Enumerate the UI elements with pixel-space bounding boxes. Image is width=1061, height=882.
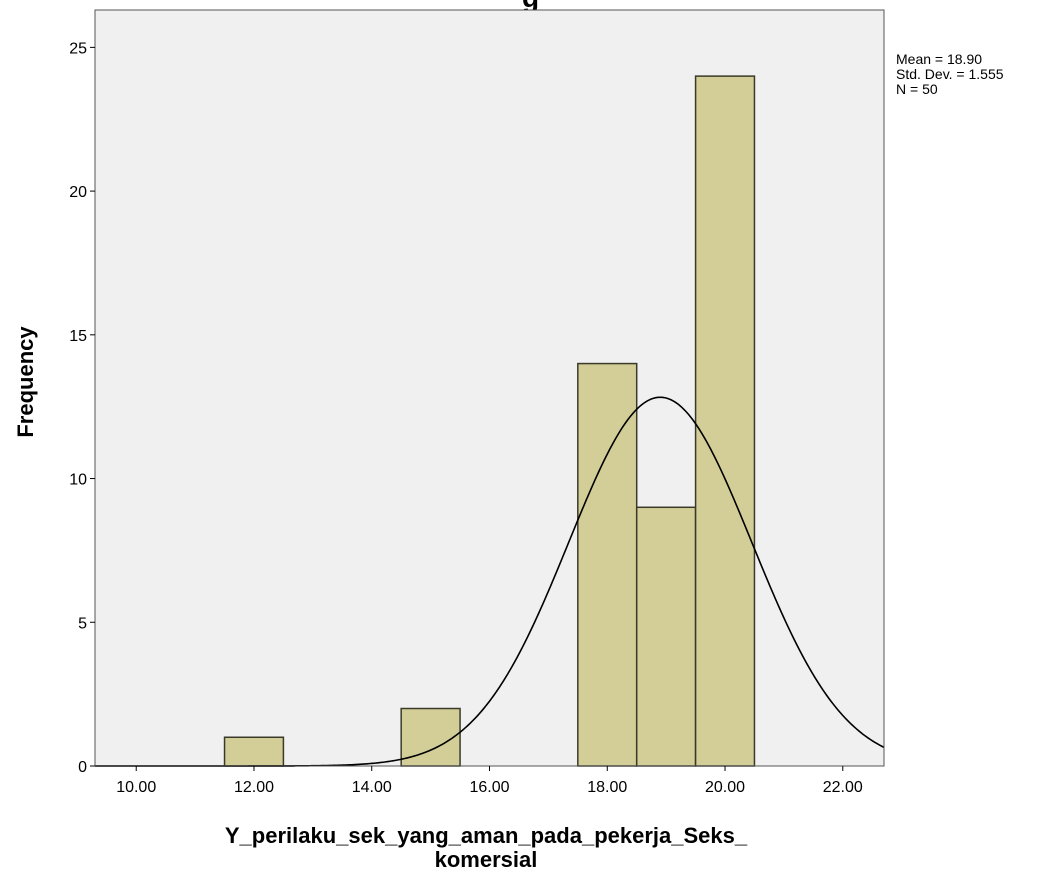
y-tick-label-5: 25 — [69, 40, 87, 57]
y-tick-label-0: 0 — [78, 759, 87, 776]
histogram-bar-4 — [694, 75, 756, 767]
histogram-bar-3 — [635, 506, 697, 767]
x-axis-label-line-1: Y_perilaku_sek_yang_aman_pada_pekerja_Se… — [224, 823, 748, 848]
stat-std-dev: Std. Dev. = 1.555 — [896, 66, 1004, 82]
stat-mean: Mean = 18.90 — [896, 51, 983, 67]
plot-layer: 0 5 10 15 20 25 10.00 12.00 14.00 16.00 18.00 20.00… — [69, 9, 885, 796]
x-tick-label-2: 14.00 — [352, 779, 392, 796]
y-tick-label-2: 10 — [69, 472, 87, 489]
y-tick-label-1: 5 — [78, 615, 87, 632]
histogram-bar-0 — [223, 736, 285, 767]
x-tick-label-0: 10.00 — [116, 779, 156, 796]
x-axis-label: Y_perilaku_sek_yang_aman_pada_pekerja_Se… — [88, 824, 884, 872]
stat-n: N = 50 — [896, 81, 938, 97]
y-axis-label: Frequency — [13, 326, 38, 438]
y-tick-label-4: 20 — [69, 184, 87, 201]
x-tick-label-6: 22.00 — [823, 779, 863, 796]
y-tick-label-3: 15 — [69, 328, 87, 345]
x-axis-label-line-2: komersial — [434, 847, 538, 872]
x-tick-label-3: 16.00 — [469, 779, 509, 796]
x-tick-label-1: 12.00 — [234, 779, 274, 796]
plot-area-background — [95, 10, 884, 766]
x-tick-label-5: 20.00 — [705, 779, 745, 796]
histogram-bar-2 — [577, 362, 638, 767]
statistics-box: Mean = 18.90 Std. Dev. = 1.555 N = 50 — [896, 52, 1004, 97]
x-tick-label-4: 18.00 — [587, 779, 627, 796]
